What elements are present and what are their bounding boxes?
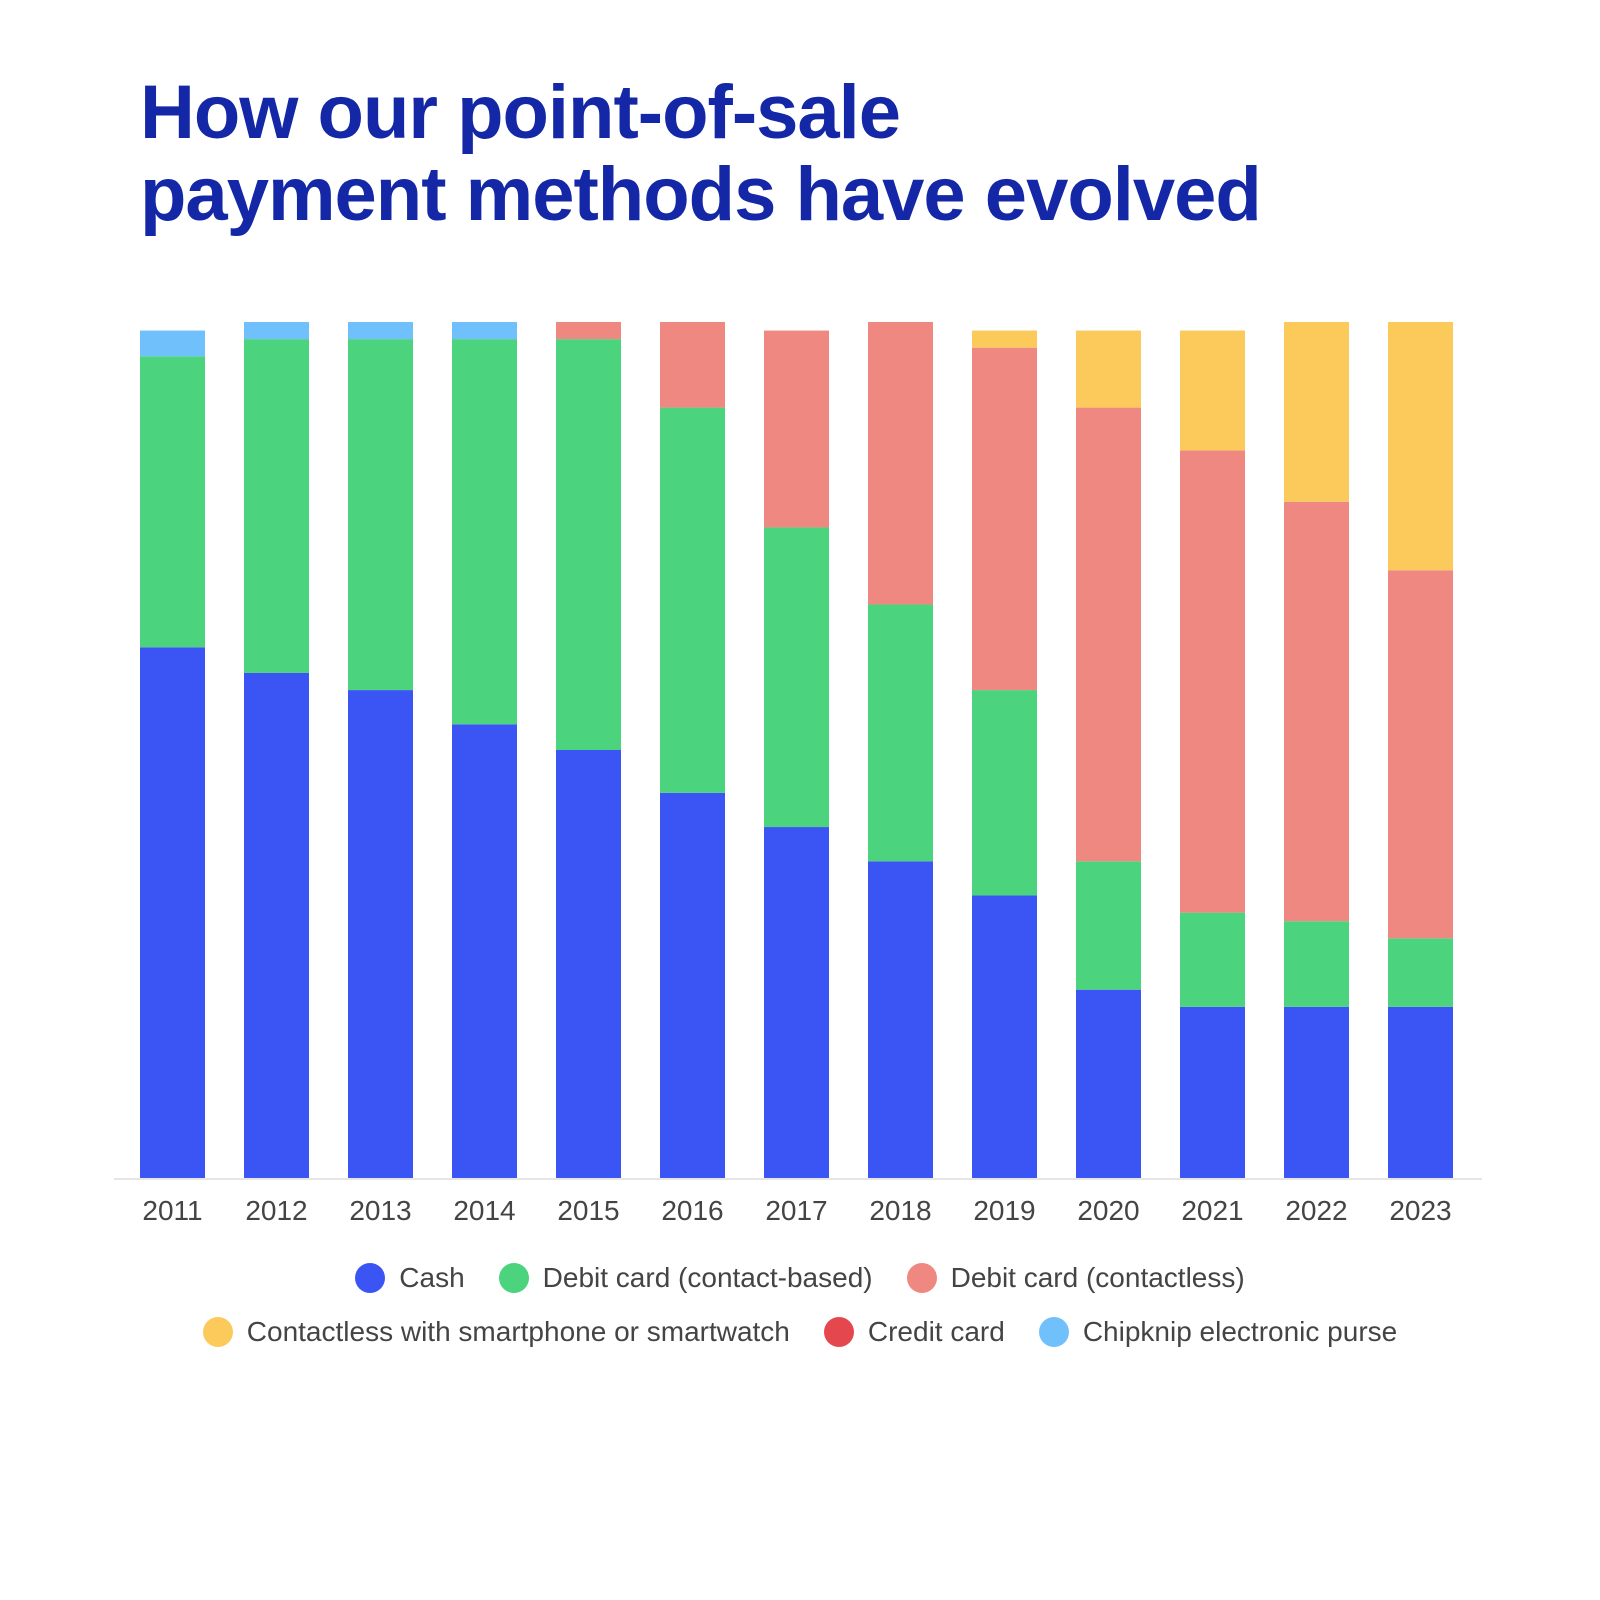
bar-segment-2021-series-0 <box>1180 1006 1245 1178</box>
bar-segment-2021-series-3 <box>1180 330 1245 451</box>
bar-stack-2012 <box>244 322 309 1178</box>
bar-stack-2017 <box>764 330 829 1178</box>
legend-swatch-icon <box>498 1263 529 1293</box>
x-tick-label-2016: 2016 <box>661 1195 723 1226</box>
chart-title-line-1: How our point-of-sale <box>140 70 901 155</box>
legend-item: Credit card <box>823 1316 1005 1348</box>
bar-segment-2022-series-2 <box>1284 501 1349 922</box>
x-tick-label-2012: 2012 <box>245 1195 307 1226</box>
legend-label: Debit card (contactless) <box>950 1262 1245 1293</box>
x-tick-label-2022: 2022 <box>1285 1195 1347 1226</box>
bar-stack-2016 <box>660 322 725 1178</box>
bar-segment-2019-series-0 <box>972 895 1037 1178</box>
bar-segment-2020-series-3 <box>1076 330 1141 408</box>
x-tick-label-2018: 2018 <box>869 1195 931 1226</box>
bar-segment-2012-series-0 <box>244 672 309 1178</box>
bar-stack-2014 <box>452 322 517 1178</box>
bar-segment-2022-series-0 <box>1284 1006 1349 1178</box>
bar-segment-2018-series-1 <box>868 604 933 862</box>
x-tick-label-2023: 2023 <box>1389 1195 1451 1226</box>
bar-segment-2013-series-5 <box>348 322 413 340</box>
bar-segment-2012-series-1 <box>244 339 309 673</box>
bar-segment-2014-series-1 <box>452 339 517 725</box>
bar-segment-2023-series-0 <box>1388 1006 1453 1178</box>
legend-item: Debit card (contact-based) <box>498 1262 873 1294</box>
bars-layer <box>140 322 1453 1178</box>
bar-segment-2016-series-2 <box>660 322 725 408</box>
bar-segment-2019-series-2 <box>972 347 1037 691</box>
bar-segment-2011-series-0 <box>140 647 205 1178</box>
x-tick-label-2013: 2013 <box>349 1195 411 1226</box>
bar-segment-2011-series-5 <box>140 330 205 357</box>
legend-swatch-icon <box>906 1263 937 1293</box>
x-tick-label-2015: 2015 <box>557 1195 619 1226</box>
legend-item: Contactless with smartphone or smartwatc… <box>202 1316 790 1348</box>
bar-segment-2023-series-1 <box>1388 938 1453 1007</box>
bar-segment-2014-series-0 <box>452 724 517 1178</box>
legend-label: Contactless with smartphone or smartwatc… <box>246 1316 790 1347</box>
bar-segment-2015-series-2 <box>556 322 621 340</box>
x-axis-tick-labels: 2011 2012 2013 2014 2015 2016 2017 2018 2019 2020… <box>142 1195 1451 1226</box>
legend-row-1: Cash Debit card (contact-based) Debit card… <box>0 1262 1600 1294</box>
bar-stack-2019 <box>972 330 1037 1178</box>
legend-label: Chipknip electronic purse <box>1082 1316 1398 1347</box>
bar-segment-2012-series-5 <box>244 322 309 340</box>
bar-segment-2019-series-1 <box>972 690 1037 896</box>
bar-segment-2023-series-3 <box>1388 322 1453 571</box>
legend-swatch-icon <box>355 1263 386 1293</box>
legend-row-2: Contactless with smartphone or smartwatc… <box>0 1316 1600 1348</box>
bar-segment-2011-series-1 <box>140 356 205 648</box>
bar-segment-2019-series-3 <box>972 330 1037 348</box>
bar-segment-2020-series-0 <box>1076 989 1141 1178</box>
bar-segment-2015-series-1 <box>556 339 621 750</box>
x-tick-label-2019: 2019 <box>973 1195 1035 1226</box>
bar-stack-2022 <box>1284 322 1349 1178</box>
legend-item: Chipknip electronic purse <box>1038 1316 1398 1348</box>
chart-title: How our point-of-sale payment methods ha… <box>140 72 1460 236</box>
bar-segment-2021-series-1 <box>1180 912 1245 1007</box>
chart-title-line-2: payment methods have evolved <box>140 152 1262 237</box>
bar-segment-2022-series-3 <box>1284 322 1349 502</box>
bar-segment-2015-series-0 <box>556 750 621 1178</box>
x-tick-label-2020: 2020 <box>1077 1195 1139 1226</box>
bar-stack-2021 <box>1180 330 1245 1178</box>
legend-swatch-icon <box>1038 1317 1069 1347</box>
bar-segment-2023-series-2 <box>1388 570 1453 939</box>
x-tick-label-2014: 2014 <box>453 1195 515 1226</box>
legend-swatch-icon <box>823 1317 854 1347</box>
x-tick-label-2021: 2021 <box>1181 1195 1243 1226</box>
legend-label: Cash <box>399 1262 465 1293</box>
bar-segment-2020-series-1 <box>1076 861 1141 990</box>
bar-stack-2013 <box>348 322 413 1178</box>
bar-segment-2020-series-2 <box>1076 407 1141 862</box>
bar-segment-2013-series-1 <box>348 339 413 691</box>
bar-segment-2017-series-2 <box>764 330 829 528</box>
bar-segment-2017-series-1 <box>764 527 829 828</box>
x-tick-label-2011: 2011 <box>142 1195 202 1226</box>
bar-stack-2020 <box>1076 330 1141 1178</box>
bar-stack-2023 <box>1388 322 1453 1178</box>
legend-swatch-icon <box>202 1317 233 1347</box>
bar-segment-2021-series-2 <box>1180 450 1245 913</box>
bar-segment-2018-series-2 <box>868 322 933 605</box>
x-tick-label-2017: 2017 <box>765 1195 827 1226</box>
bar-segment-2018-series-0 <box>868 861 933 1178</box>
bar-stack-2015 <box>556 322 621 1178</box>
legend-item: Debit card (contactless) <box>906 1262 1245 1294</box>
legend-label: Credit card <box>867 1316 1005 1347</box>
bar-stack-2018 <box>868 322 933 1178</box>
legend-item: Cash <box>355 1262 465 1294</box>
bar-segment-2017-series-0 <box>764 827 829 1178</box>
bar-segment-2016-series-0 <box>660 792 725 1178</box>
bar-segment-2016-series-1 <box>660 407 725 793</box>
bar-segment-2013-series-0 <box>348 690 413 1178</box>
stacked-bar-chart: 2011 2012 2013 2014 2015 2016 2017 2018 2019 2020… <box>114 322 1482 1226</box>
bar-segment-2014-series-5 <box>452 322 517 340</box>
bar-stack-2011 <box>140 330 205 1178</box>
bar-segment-2022-series-1 <box>1284 921 1349 1007</box>
legend-label: Debit card (contact-based) <box>542 1262 873 1293</box>
chart-legend: Cash Debit card (contact-based) Debit card… <box>0 1262 1600 1348</box>
